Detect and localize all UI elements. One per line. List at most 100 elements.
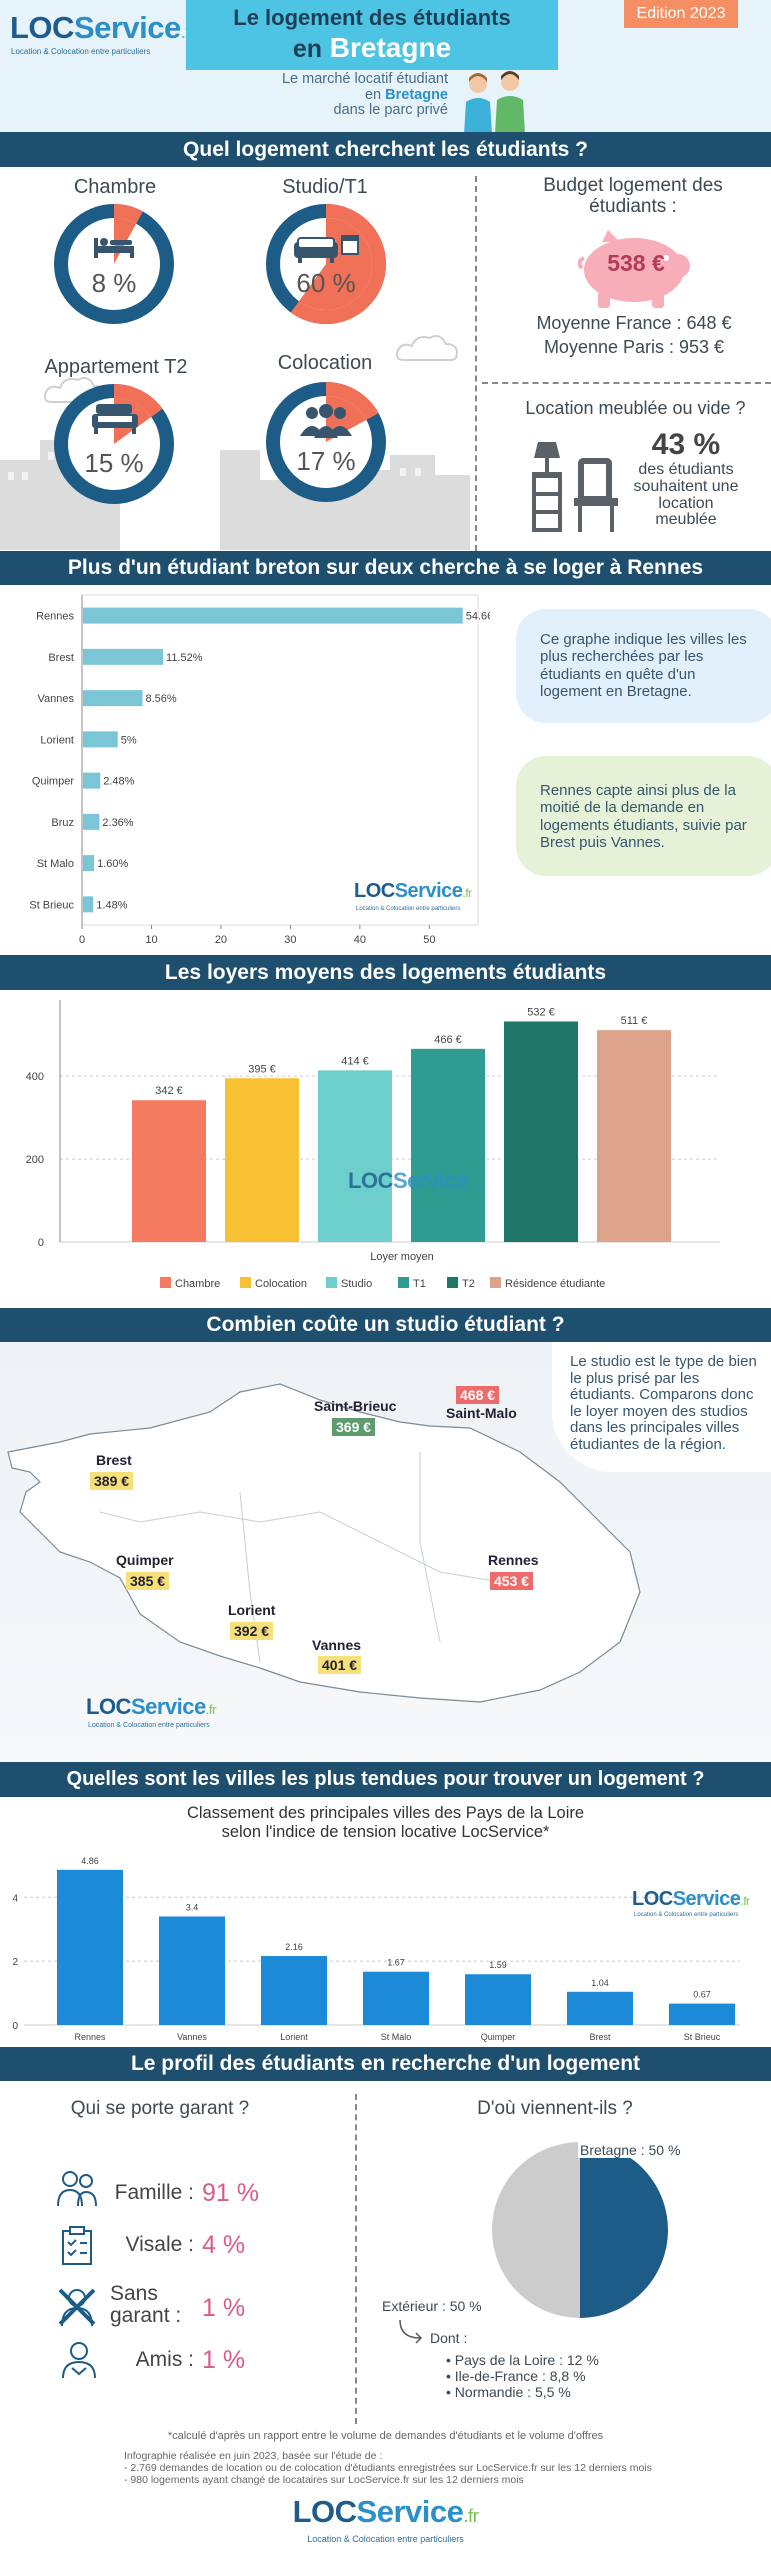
- hbar-chart: 0 10 20 30 40 50 Rennes 54.66% Brest 11.52% Vannes…: [29, 594, 490, 946]
- pie-slice: [492, 2142, 580, 2318]
- section-band-loyers: Les loyers moyens des logements étudiant…: [0, 955, 771, 990]
- hbar-value-label: 1.48%: [96, 899, 127, 911]
- edition-badge: Edition 2023: [624, 0, 738, 28]
- rent-logo-service: Service: [392, 1168, 468, 1193]
- map-label-saint-malo: Saint-Malo: [446, 1405, 517, 1421]
- tension-bar: [669, 2003, 735, 2025]
- price-tag-rennes: 453 €: [490, 1572, 534, 1590]
- rent-y-tick-label: 200: [26, 1154, 44, 1166]
- hbar-logo-service: Service: [394, 880, 463, 902]
- hbar-bar: [83, 813, 100, 830]
- tension-value-label: 0.67: [693, 1990, 711, 2000]
- cloud-right-illustration: [395, 335, 458, 361]
- footer-source-line1: Infographie réalisée en juin 2023, basée…: [124, 2450, 383, 2462]
- garant-label-sans: Sans: [110, 2282, 158, 2305]
- section-band-tension: Quelles sont les villes les plus tendues…: [0, 1762, 771, 1797]
- rent-legend-swatch: [398, 1277, 409, 1288]
- price-tag-lorient: 392 €: [230, 1622, 274, 1640]
- map-label-brest: Brest: [96, 1452, 132, 1468]
- rent-value-label: 511 €: [621, 1015, 648, 1027]
- subtitle-line1: Le marché locatif étudiant: [281, 71, 448, 87]
- rent-legend-swatch: [240, 1277, 251, 1288]
- dont-list: • Pays de la Loire : 12 % • Ile-de-Franc…: [446, 2352, 599, 2400]
- rent-bar: [597, 1030, 671, 1242]
- meuble-pct: 43 %: [651, 428, 721, 461]
- hbar-category-label: Brest: [48, 652, 74, 664]
- sofa-bed-icon: [92, 404, 138, 434]
- tension-bar: [57, 1869, 123, 2025]
- footer-logo-loc: LOC: [292, 2494, 357, 2529]
- tension-category-label: Quimper: [481, 2032, 516, 2042]
- section-band-profil: Le profil des étudiants en recherche d'u…: [0, 2047, 771, 2081]
- hbar-x-tick-label: 10: [145, 934, 157, 946]
- hbar-bar: [83, 896, 94, 913]
- section-band-villes: Plus d'un étudiant breton sur deux cherc…: [0, 551, 771, 585]
- rent-bar: [504, 1021, 578, 1242]
- dashed-divider-profil: [355, 2094, 357, 2424]
- map-label-vannes: Vannes: [312, 1637, 362, 1653]
- hbar-bar: [83, 607, 463, 624]
- hbar-bar: [83, 772, 101, 789]
- rent-y-tick-label: 400: [26, 1071, 44, 1083]
- rent-bar: [318, 1070, 392, 1242]
- rent-chart-logo: LOCService: [348, 1168, 468, 1194]
- tension-logo-tagline: Location & Colocation entre particuliers: [634, 1912, 739, 1918]
- hbar-logo-tagline: Location & Colocation entre particuliers: [356, 906, 461, 912]
- rent-bar-chart: 0 200 400 342 € 395 € 414 € 466 € 532 € 511 € Loy…: [26, 1000, 720, 1290]
- garant-pct-sans-garant: 1 %: [202, 2294, 246, 2322]
- logo-tagline: Location & Colocation entre particuliers: [11, 47, 151, 56]
- hbar-x-tick-label: 30: [284, 934, 296, 946]
- hbar-value-label: 8.56%: [145, 693, 176, 705]
- garant-label-amis: Amis :: [135, 2348, 194, 2371]
- footer-sources: Infographie réalisée en juin 2023, basée…: [124, 2450, 652, 2486]
- footer-logo-tagline: Location & Colocation entre particuliers: [307, 2534, 464, 2544]
- garant-pct-famille: 91 %: [202, 2179, 259, 2207]
- dashed-divider-vertical: [475, 176, 477, 551]
- tension-value-label: 1.04: [591, 1978, 609, 1988]
- students-illustration: [464, 71, 525, 134]
- section-band-studio: Combien coûte un studio étudiant ?: [0, 1308, 771, 1342]
- tension-chart-title: Classement des principales villes des Pa…: [100, 1804, 671, 1842]
- meuble-title: Location meublée ou vide ?: [525, 398, 746, 418]
- hbar-category-label: Quimper: [32, 776, 75, 788]
- meuble-text: des étudiants souhaitent une location me…: [633, 461, 739, 529]
- family-icon: [57, 2171, 97, 2207]
- rent-logo-loc: LOC: [348, 1168, 393, 1193]
- title-line2: en Bretagne: [186, 32, 558, 64]
- hbar-x-tick-label: 0: [79, 934, 85, 946]
- tension-title-line1: Classement des principales villes des Pa…: [186, 1804, 585, 1822]
- price-tag-brest: 389 €: [90, 1472, 134, 1490]
- donut-studio: [266, 204, 386, 324]
- donut-title-chambre: Chambre: [73, 176, 157, 198]
- donut-t2: [54, 384, 174, 504]
- subtitle-line3: dans le parc privé: [333, 102, 448, 119]
- hbar-logo-fr: .fr: [462, 886, 472, 900]
- map-logo-fr: .fr: [205, 1702, 217, 1717]
- tension-bar-chart: 0 2 4 4.86 Rennes 3.4 Vannes 2.16 Lorient 1.67 St …: [12, 1856, 740, 2042]
- dont-item-pdl: Pays de la Loire : 12 %: [454, 2352, 599, 2368]
- origin-pie-chart: [492, 2142, 668, 2318]
- tension-logo-service: Service: [672, 1888, 741, 1910]
- map-label-lorient: Lorient: [228, 1602, 276, 1618]
- tension-category-label: St Malo: [381, 2032, 412, 2042]
- garant-title: Qui se porte garant ?: [70, 2098, 250, 2119]
- price-tag-saint-malo: 468 €: [456, 1386, 500, 1404]
- hbar-value-label: 2.48%: [103, 776, 134, 788]
- donut-pct-t2: 15 %: [84, 448, 144, 478]
- donut-colocation: [266, 382, 386, 502]
- tension-category-label: Lorient: [280, 2032, 308, 2042]
- rent-value-label: 342 €: [155, 1085, 183, 1097]
- hbar-value-label: 11.52%: [166, 652, 203, 664]
- donut-title-studio: Studio/T1: [282, 176, 368, 198]
- hbar-bar: [83, 648, 164, 665]
- hbar-plot-frame: [81, 594, 479, 926]
- title-en: en: [292, 35, 323, 63]
- garant-pct-amis: 1 %: [202, 2346, 246, 2374]
- map-label-quimper: Quimper: [116, 1552, 174, 1568]
- donut-chambre: [54, 204, 174, 324]
- budget-title: Budget logement des étudiants :: [543, 175, 723, 217]
- logo-loc-text: LOC: [10, 10, 74, 45]
- hbar-value-label: 54.66%: [466, 611, 490, 623]
- group-icon: [300, 404, 352, 438]
- map-logo-tagline: Location & Colocation entre particuliers: [88, 1722, 210, 1729]
